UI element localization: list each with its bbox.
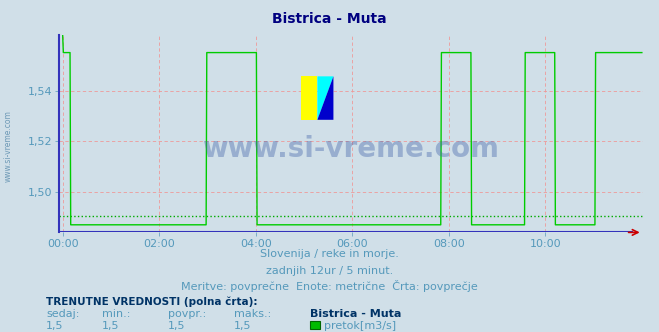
Text: Meritve: povprečne  Enote: metrične  Črta: povprečje: Meritve: povprečne Enote: metrične Črta:… <box>181 281 478 292</box>
Text: www.si-vreme.com: www.si-vreme.com <box>202 135 500 163</box>
Text: TRENUTNE VREDNOSTI (polna črta):: TRENUTNE VREDNOSTI (polna črta): <box>46 296 258 307</box>
Text: sedaj:: sedaj: <box>46 309 80 319</box>
Text: 1,5: 1,5 <box>168 321 186 331</box>
Text: maks.:: maks.: <box>234 309 272 319</box>
Text: Bistrica - Muta: Bistrica - Muta <box>272 12 387 26</box>
Polygon shape <box>318 76 333 120</box>
Text: Bistrica - Muta: Bistrica - Muta <box>310 309 401 319</box>
Text: pretok[m3/s]: pretok[m3/s] <box>324 321 396 331</box>
Polygon shape <box>301 76 318 120</box>
Text: povpr.:: povpr.: <box>168 309 206 319</box>
Text: 1,5: 1,5 <box>234 321 252 331</box>
Text: 1,5: 1,5 <box>102 321 120 331</box>
Text: www.si-vreme.com: www.si-vreme.com <box>4 110 13 182</box>
Text: 1,5: 1,5 <box>46 321 64 331</box>
Polygon shape <box>318 76 333 120</box>
Text: min.:: min.: <box>102 309 130 319</box>
Text: Slovenija / reke in morje.: Slovenija / reke in morje. <box>260 249 399 259</box>
Text: zadnjih 12ur / 5 minut.: zadnjih 12ur / 5 minut. <box>266 266 393 276</box>
